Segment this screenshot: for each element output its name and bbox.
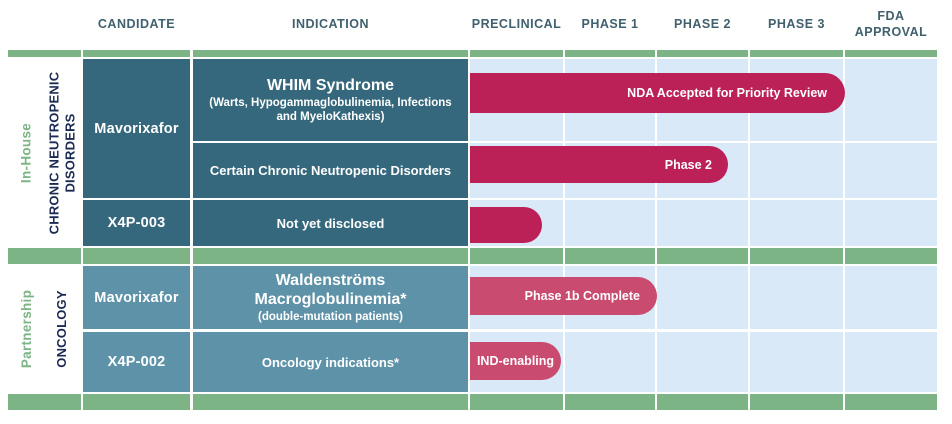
grid-cell	[750, 143, 843, 198]
progress-bar-waldenstrom: Phase 1b Complete	[470, 277, 657, 315]
grid-cell	[750, 200, 843, 246]
grid-cell	[845, 266, 937, 329]
grid-cell	[845, 332, 937, 392]
indication-cell-oncology-indications: Oncology indications*	[193, 332, 468, 392]
green-band	[750, 50, 843, 57]
green-band	[8, 394, 81, 410]
grid-cell	[657, 200, 748, 246]
grid-cell	[845, 143, 937, 198]
indication-title: Not yet disclosed	[276, 215, 385, 231]
indication-cell-chronic-neutropenic: Certain Chronic Neutropenic Disorders	[193, 143, 468, 198]
green-band	[657, 50, 748, 57]
green-band	[8, 248, 81, 264]
green-band	[193, 394, 468, 410]
grid-cell	[657, 332, 748, 392]
indication-cell-waldenstroms: Waldenströms Macroglobulinemia* (double-…	[193, 266, 468, 329]
section-label-in-house: In-House	[18, 122, 33, 184]
candidate-cell-x4p-002: X4P-002	[83, 332, 190, 392]
grid-cell	[657, 266, 748, 329]
green-band	[470, 248, 563, 264]
candidate-cell-mavorixafor: Mavorixafor	[83, 59, 190, 198]
progress-bar-whim: NDA Accepted for Priority Review	[470, 73, 845, 113]
indication-cell-not-disclosed: Not yet disclosed	[193, 200, 468, 246]
green-band	[565, 50, 655, 57]
progress-bar-chronic: Phase 2	[470, 146, 728, 183]
indication-subtitle: (double-mutation patients)	[257, 311, 403, 323]
column-header-preclinical: PRECLINICAL	[471, 17, 562, 32]
green-band	[657, 394, 748, 410]
indication-title: Oncology indications*	[261, 354, 400, 370]
green-band	[565, 248, 655, 264]
section-label-chronic-neutropenic-disorders: CHRONIC NEUTROPENIC DISORDERS	[46, 71, 78, 235]
green-band	[845, 394, 937, 410]
grid-cell	[750, 332, 843, 392]
section-label-oncology: ONCOLOGY	[54, 290, 70, 368]
progress-bar-x4p-002: IND-enabling	[470, 342, 561, 380]
indication-title: Waldenströms Macroglobulinemia*	[254, 271, 407, 308]
green-band	[657, 248, 748, 264]
column-header-candidate: CANDIDATE	[97, 17, 176, 32]
grid-cell	[845, 200, 937, 246]
green-band	[193, 50, 468, 57]
grid-cell	[565, 200, 655, 246]
candidate-cell-mavorixafor: Mavorixafor	[83, 266, 190, 329]
column-header-phase3: PHASE 3	[768, 17, 825, 32]
green-band	[750, 248, 843, 264]
column-header-indication: INDICATION	[292, 17, 369, 32]
column-header-phase2: PHASE 2	[674, 17, 731, 32]
green-band	[565, 394, 655, 410]
candidate-cell-x4p-003: X4P-003	[83, 200, 190, 246]
green-band	[83, 394, 190, 410]
indication-subtitle: (Warts, Hypogammaglobulinemia, Infection…	[209, 96, 452, 124]
grid-cell	[565, 332, 655, 392]
green-band	[470, 50, 563, 57]
indication-title: Certain Chronic Neutropenic Disorders	[209, 163, 452, 178]
section-label-partnership: Partnership	[18, 289, 34, 369]
grid-cell	[845, 59, 937, 141]
grid-cell	[750, 266, 843, 329]
green-band	[83, 50, 190, 57]
indication-cell-whim-syndrome: WHIM Syndrome (Warts, Hypogammaglobuline…	[193, 59, 468, 141]
green-band	[750, 394, 843, 410]
progress-bar-x4p-003	[470, 207, 542, 243]
green-band	[8, 50, 81, 57]
green-band	[83, 248, 190, 264]
column-header-phase1: PHASE 1	[581, 17, 639, 32]
green-band	[470, 394, 563, 410]
indication-title: WHIM Syndrome	[266, 76, 395, 94]
green-band	[845, 248, 937, 264]
green-band	[193, 248, 468, 264]
green-band	[845, 50, 937, 57]
column-header-fda-approval: FDA APPROVAL	[854, 9, 928, 39]
